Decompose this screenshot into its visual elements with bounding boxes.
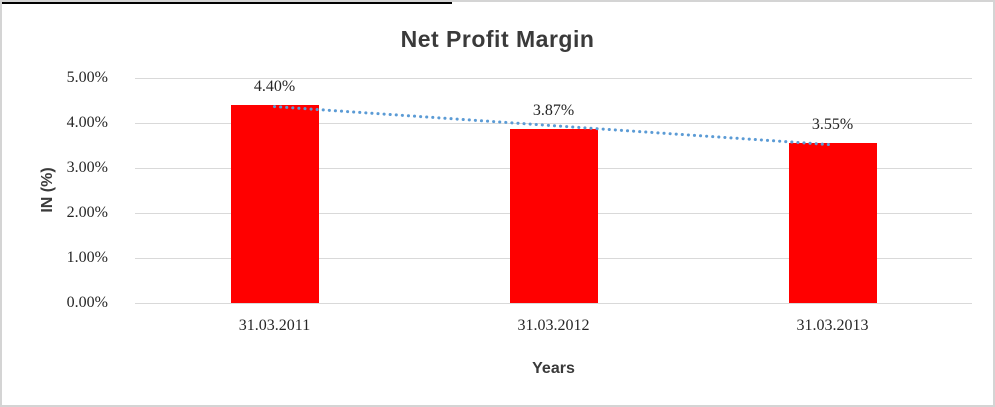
x-tick-label: 31.03.2013: [796, 317, 869, 334]
x-axis-tick-labels: 31.03.2011 31.03.2012 31.03.2013: [135, 317, 972, 341]
y-tick-label: 4.00%: [66, 114, 108, 131]
y-tick-label: 0.00%: [66, 294, 108, 311]
chart-title: Net Profit Margin: [400, 26, 595, 52]
x-tick-label: 31.03.2012: [517, 317, 590, 334]
x-tick-label: 31.03.2011: [238, 317, 311, 334]
y-tick-label: 5.00%: [66, 69, 108, 86]
bar: [509, 128, 598, 303]
data-label: 3.87%: [532, 101, 575, 119]
data-label: 3.55%: [811, 116, 854, 134]
bar: [230, 105, 319, 303]
gridline: [135, 77, 972, 79]
x-axis-title: Years: [532, 360, 575, 377]
top-border-line: [2, 2, 452, 4]
y-tick-label: 2.00%: [66, 204, 108, 221]
gridline: [135, 122, 972, 124]
data-label: 4.40%: [253, 78, 296, 95]
y-tick-label: 3.00%: [66, 159, 108, 176]
gridline: [135, 302, 972, 304]
bar: [788, 143, 877, 303]
plot-area: 4.40% 3.87% 3.55%: [135, 77, 972, 304]
y-axis-tick-labels: 0.00% 1.00% 2.00% 3.00% 4.00% 5.00%: [2, 69, 122, 311]
trendline: [273, 105, 834, 147]
y-tick-label: 1.00%: [66, 249, 108, 266]
